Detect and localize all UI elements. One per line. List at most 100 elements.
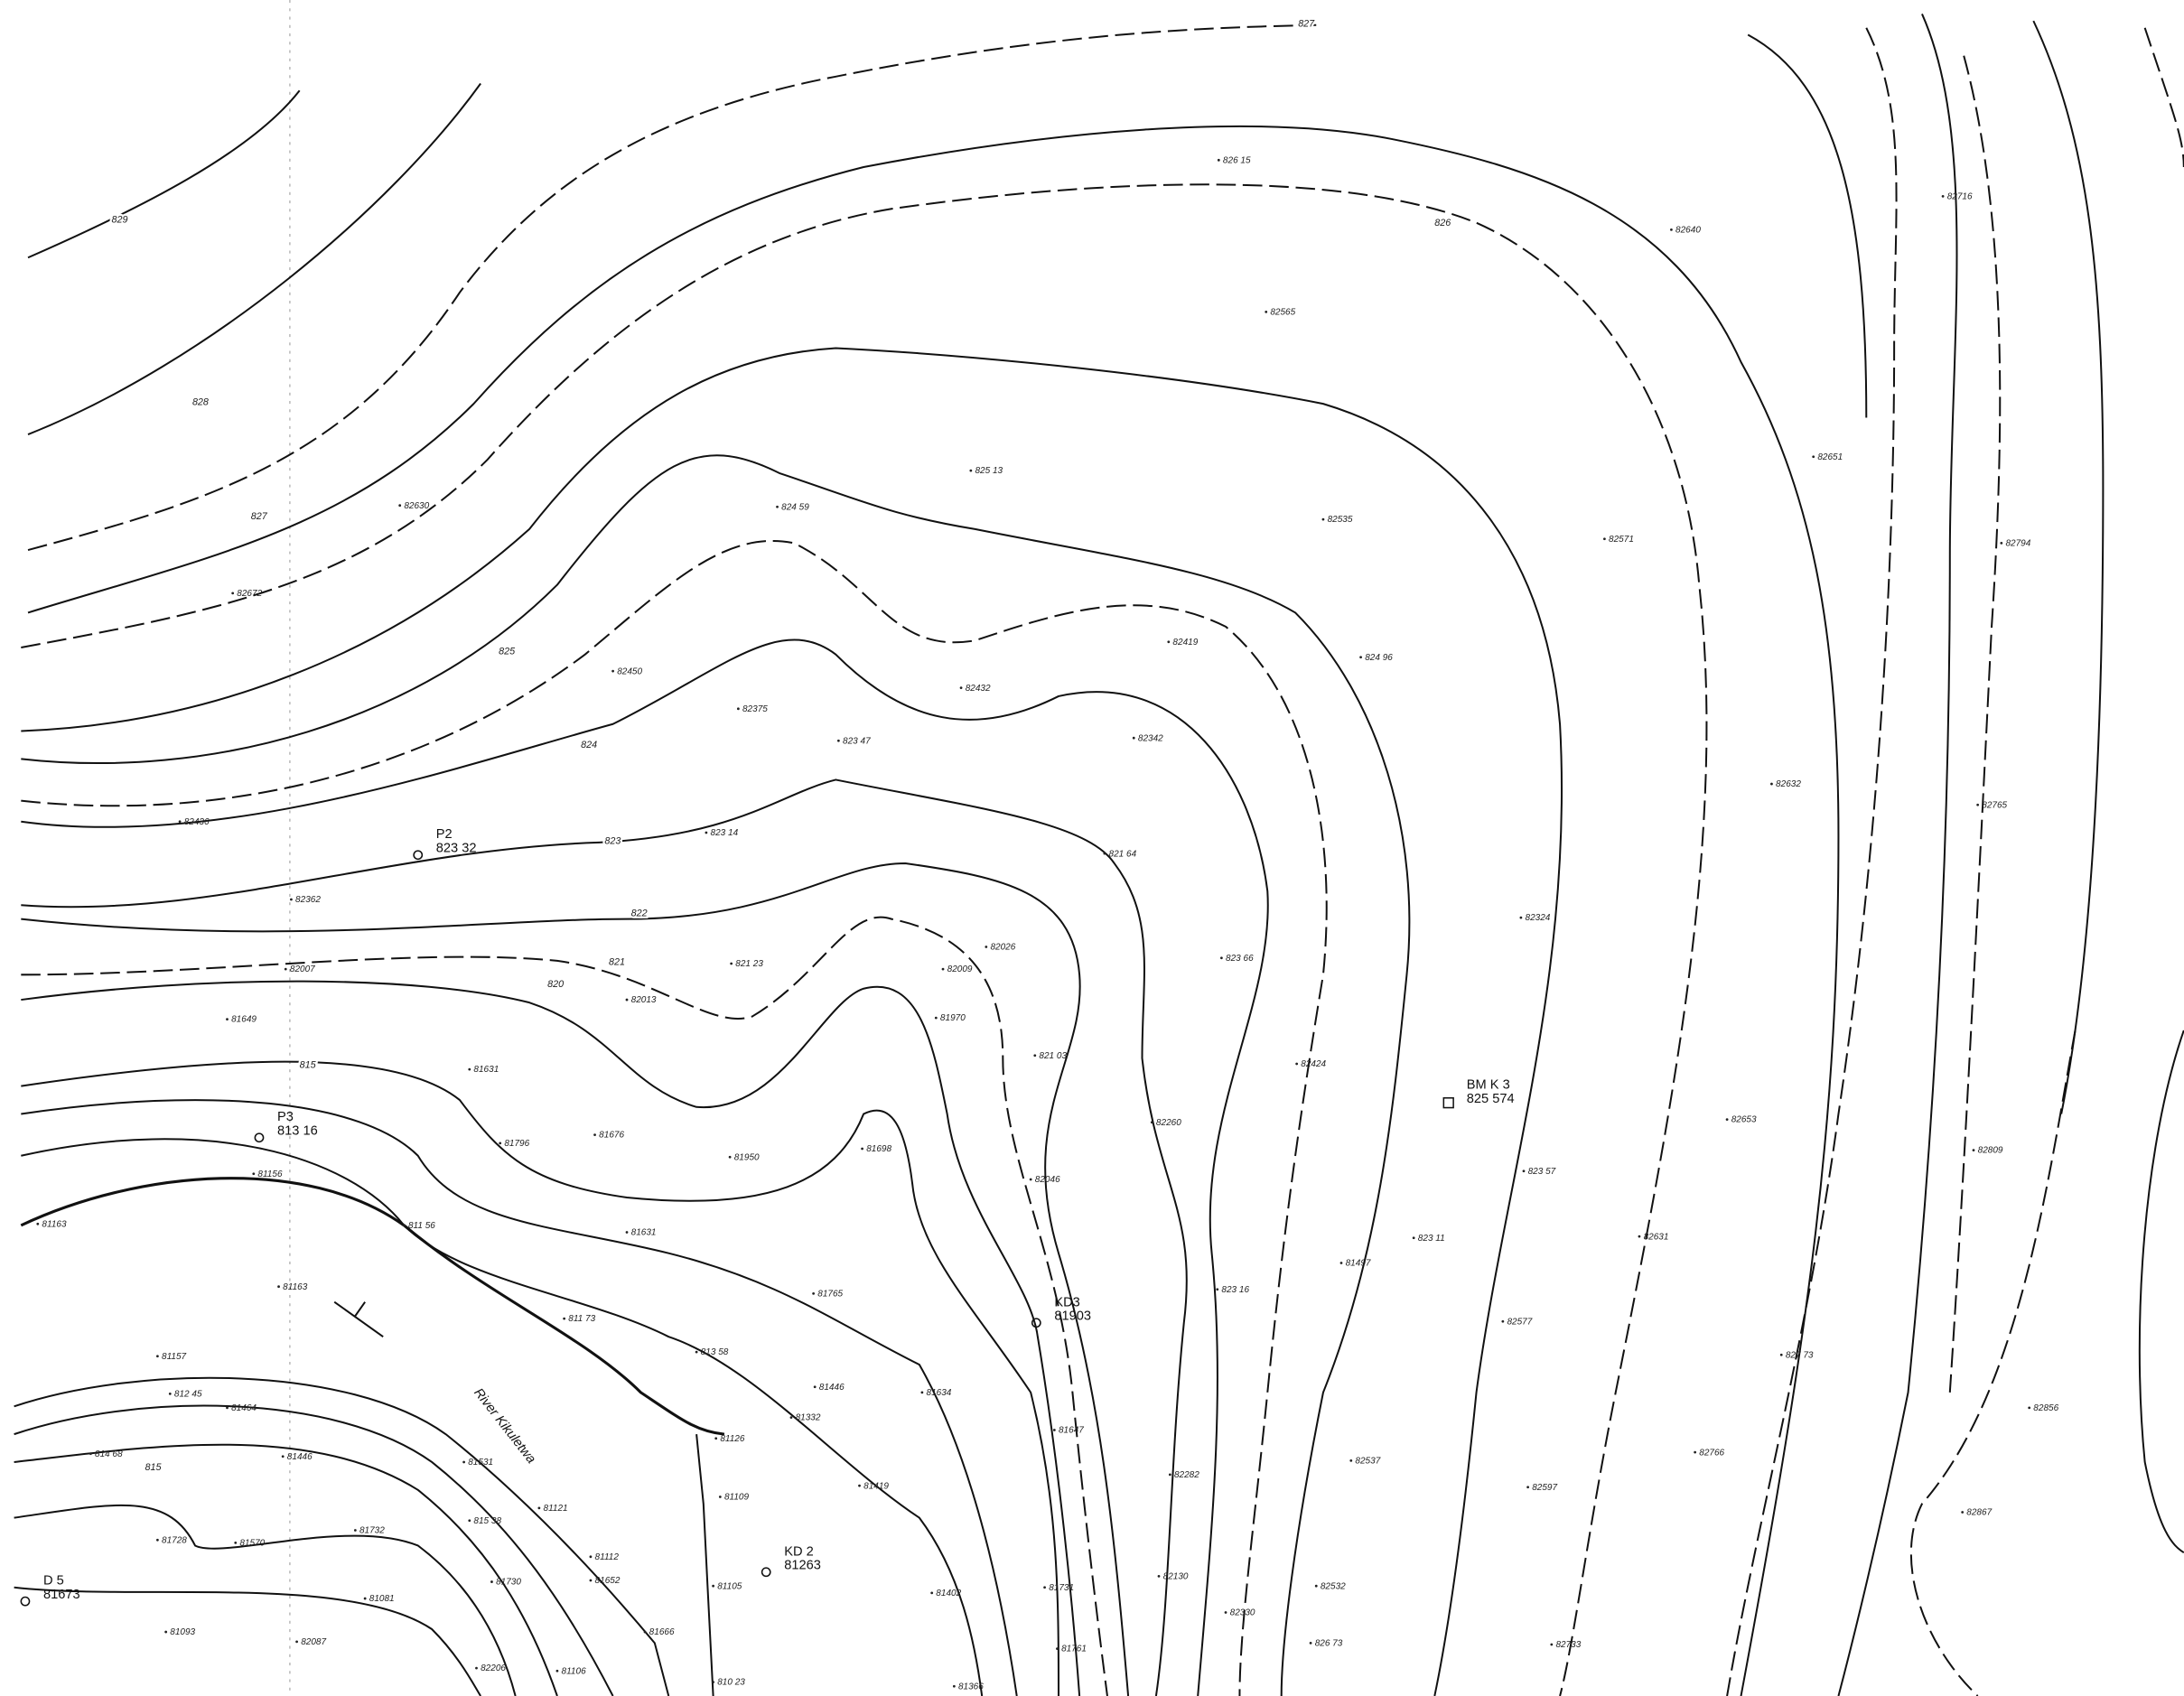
spot-dot — [858, 1484, 861, 1487]
station-name: KD 2 — [784, 1544, 814, 1559]
spot-height: 82765 — [1982, 800, 2007, 810]
spot-height: 81728 — [162, 1535, 187, 1545]
contour — [21, 916, 1108, 1696]
station-name: BM K 3 — [1467, 1078, 1510, 1093]
spot-dot — [1052, 1429, 1056, 1431]
contour-label: 828 — [192, 397, 209, 408]
spot-height: 82766 — [1699, 1448, 1724, 1458]
spot-dot — [1812, 455, 1815, 459]
spot-dot — [1779, 1353, 1783, 1356]
station-symbol — [254, 1132, 265, 1143]
spot-height: 81950 — [734, 1152, 760, 1162]
spot-dot — [1321, 517, 1325, 521]
spot-height: 823 47 — [843, 736, 871, 746]
flow-arrow — [333, 1300, 384, 1338]
spot-height: 81419 — [863, 1481, 889, 1491]
spot-dot — [1519, 916, 1523, 919]
contour — [2032, 20, 2105, 1114]
contour-label: 821 — [609, 957, 625, 968]
spot-dot — [985, 946, 988, 948]
spot-dot — [468, 1519, 471, 1523]
station-name: P2 — [436, 827, 453, 842]
station-symbol — [761, 1567, 771, 1578]
station-name: KD3 — [1054, 1295, 1079, 1309]
spot-height: 82009 — [947, 964, 973, 974]
spot-dot — [1359, 656, 1362, 659]
contour — [1837, 14, 1958, 1696]
spot-height: 81446 — [819, 1383, 845, 1393]
contour — [27, 89, 301, 259]
spot-dot — [1309, 1642, 1312, 1645]
spot-height: 81732 — [359, 1526, 385, 1536]
spot-dot — [705, 831, 708, 834]
spot-dot — [712, 1681, 714, 1683]
spot-dot — [277, 1285, 280, 1289]
spot-height: 823 66 — [1226, 954, 1254, 964]
spot-dot — [625, 998, 629, 1002]
spot-height: 81631 — [631, 1228, 657, 1238]
spot-height: 82375 — [742, 704, 768, 714]
spot-dot — [2028, 1406, 2031, 1410]
spot-dot — [490, 1580, 493, 1583]
spot-height: 82206 — [481, 1663, 506, 1673]
spot-height: 823 11 — [1418, 1234, 1445, 1244]
spot-height: 82653 — [1731, 1115, 1757, 1125]
spot-dot — [959, 686, 963, 690]
spot-height: 82672 — [237, 589, 262, 599]
spot-dot — [1522, 1169, 1526, 1173]
spot-dot — [295, 1640, 298, 1644]
contour — [21, 778, 1188, 1696]
contours — [14, 14, 2184, 1696]
spot-height: 82424 — [1301, 1059, 1326, 1069]
spot-dot — [1217, 158, 1220, 162]
spot-dot — [643, 1630, 647, 1634]
spot-dot — [813, 1385, 817, 1389]
spot-dot — [231, 592, 235, 595]
contour — [21, 980, 1081, 1696]
spot-height: 824 59 — [781, 502, 809, 512]
spot-dot — [1265, 310, 1268, 313]
spot-dot — [252, 1172, 256, 1176]
spot-height: 821 64 — [1109, 849, 1137, 859]
spot-dot — [1056, 1647, 1059, 1650]
contour-label: 822 — [631, 909, 648, 919]
spot-height: 82436 — [184, 817, 210, 827]
spot-height: 81157 — [162, 1352, 187, 1362]
spot-height: 81402 — [936, 1589, 961, 1598]
spot-dot — [156, 1538, 159, 1542]
spot-dot — [712, 1584, 714, 1588]
spot-dot — [930, 1591, 934, 1595]
spot-height: 82087 — [301, 1637, 326, 1647]
spot-height: 82130 — [1163, 1571, 1189, 1581]
spot-height: 82013 — [631, 995, 657, 1005]
contour-label: 827 — [251, 511, 268, 522]
spot-height: 82342 — [1138, 733, 1163, 743]
spot-dot — [398, 504, 402, 508]
contour — [14, 1376, 670, 1696]
contour-label: 829 — [112, 215, 128, 226]
spot-height: 824 96 — [1365, 653, 1393, 663]
spot-dot — [1770, 782, 1773, 786]
spot-dot — [1694, 1450, 1697, 1454]
spot-height: 81156 — [257, 1169, 283, 1179]
spot-height: 823 14 — [711, 828, 739, 838]
spot-height: 81647 — [1059, 1426, 1084, 1436]
spot-dot — [1132, 736, 1135, 740]
spot-height: 82632 — [1776, 779, 1801, 789]
spot-height: 82630 — [404, 501, 429, 511]
spot-dot — [178, 820, 182, 824]
spot-height: 81163 — [42, 1219, 67, 1229]
spot-height: 81497 — [1346, 1259, 1371, 1269]
spot-dot — [2000, 541, 2003, 545]
spot-dot — [156, 1355, 159, 1358]
spot-dot — [563, 1317, 566, 1320]
spot-dot — [1941, 195, 1945, 198]
spot-height: 81698 — [866, 1144, 891, 1154]
spot-dot — [1638, 1235, 1641, 1238]
spot-dot — [1157, 1575, 1161, 1578]
spot-dot — [499, 1142, 502, 1145]
spot-dot — [718, 1496, 722, 1498]
spot-dot — [1168, 1473, 1171, 1477]
station-elevation: 81903 — [1054, 1309, 1091, 1324]
spot-dot — [861, 1147, 863, 1151]
